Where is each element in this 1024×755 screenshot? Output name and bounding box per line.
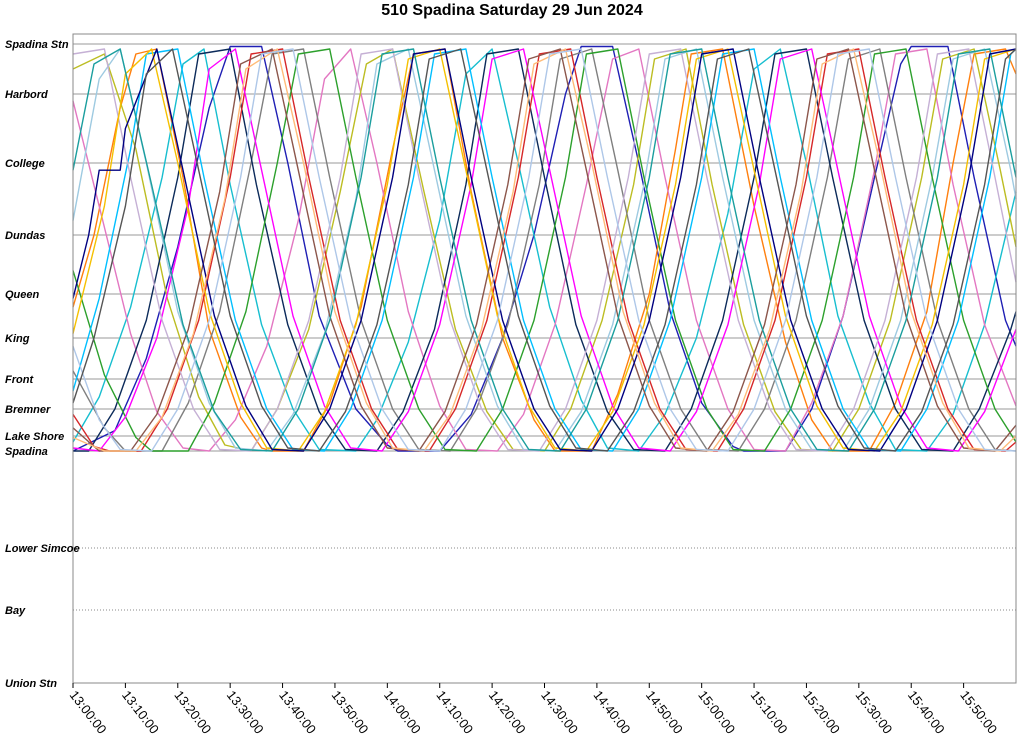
x-tick-label: 14:30:00 (538, 688, 581, 737)
x-tick-label: 15:50:00 (957, 688, 1000, 737)
x-tick-label: 15:30:00 (852, 688, 895, 737)
x-tick-label: 15:20:00 (800, 688, 843, 737)
series-layer (72, 45, 1017, 452)
stop-label: Union Stn (5, 678, 57, 690)
x-tick-label: 15:00:00 (695, 688, 738, 737)
vehicle-trace (72, 48, 1017, 452)
x-tick-label: 13:20:00 (171, 688, 214, 737)
x-tick-label: 15:10:00 (748, 688, 791, 737)
x-tick-label: 14:10:00 (433, 688, 476, 737)
vehicle-trace (72, 45, 1017, 452)
stop-label: Harbord (5, 89, 48, 101)
plot-border (72, 33, 1017, 684)
x-tick-label: 14:00:00 (381, 688, 424, 737)
vehicle-trace (72, 48, 1017, 452)
vehicle-trace (72, 48, 1017, 452)
stop-label: Lower Simcoe (5, 543, 80, 555)
stop-label: Spadina Stn (5, 39, 69, 51)
x-tick-label: 13:30:00 (224, 688, 267, 737)
stop-label: Spadina (5, 446, 48, 458)
vehicle-trace (72, 48, 1017, 452)
x-tick-label: 15:40:00 (905, 688, 948, 737)
x-tick-label: 13:00:00 (67, 688, 110, 737)
chart-title: 510 Spadina Saturday 29 Jun 2024 (381, 2, 643, 19)
x-tick-label: 14:20:00 (486, 688, 529, 737)
x-tick-label: 13:10:00 (119, 688, 162, 737)
stop-label: Dundas (5, 230, 45, 242)
x-tick-label: 14:50:00 (643, 688, 686, 737)
vehicle-trace (72, 48, 1017, 452)
stop-label: Bay (5, 605, 26, 617)
time-labels: 13:00:00 13:10:00 13:20:00 13:30:00 13:40:00… (67, 683, 1000, 737)
x-tick-label: 14:40:00 (591, 688, 634, 737)
stop-label: College (5, 158, 45, 170)
vehicle-trace (72, 48, 1017, 452)
plot-frame (72, 33, 1017, 684)
stop-labels: Spadina Stn Harbord College Dundas Queen King… (5, 39, 80, 690)
vehicle-trace (72, 48, 1017, 452)
stop-label: Front (5, 374, 34, 386)
x-tick-label: 13:50:00 (329, 688, 372, 737)
x-tick-label: 13:40:00 (276, 688, 319, 737)
vehicle-trace (72, 48, 1017, 452)
stop-label: Lake Shore (5, 431, 64, 443)
vehicle-trace (72, 48, 1017, 452)
vehicle-trace (72, 48, 1017, 452)
vehicle-trace (72, 48, 1017, 452)
stop-label: Bremner (5, 404, 51, 416)
stop-label: Queen (5, 289, 40, 301)
stop-label: King (5, 333, 30, 345)
